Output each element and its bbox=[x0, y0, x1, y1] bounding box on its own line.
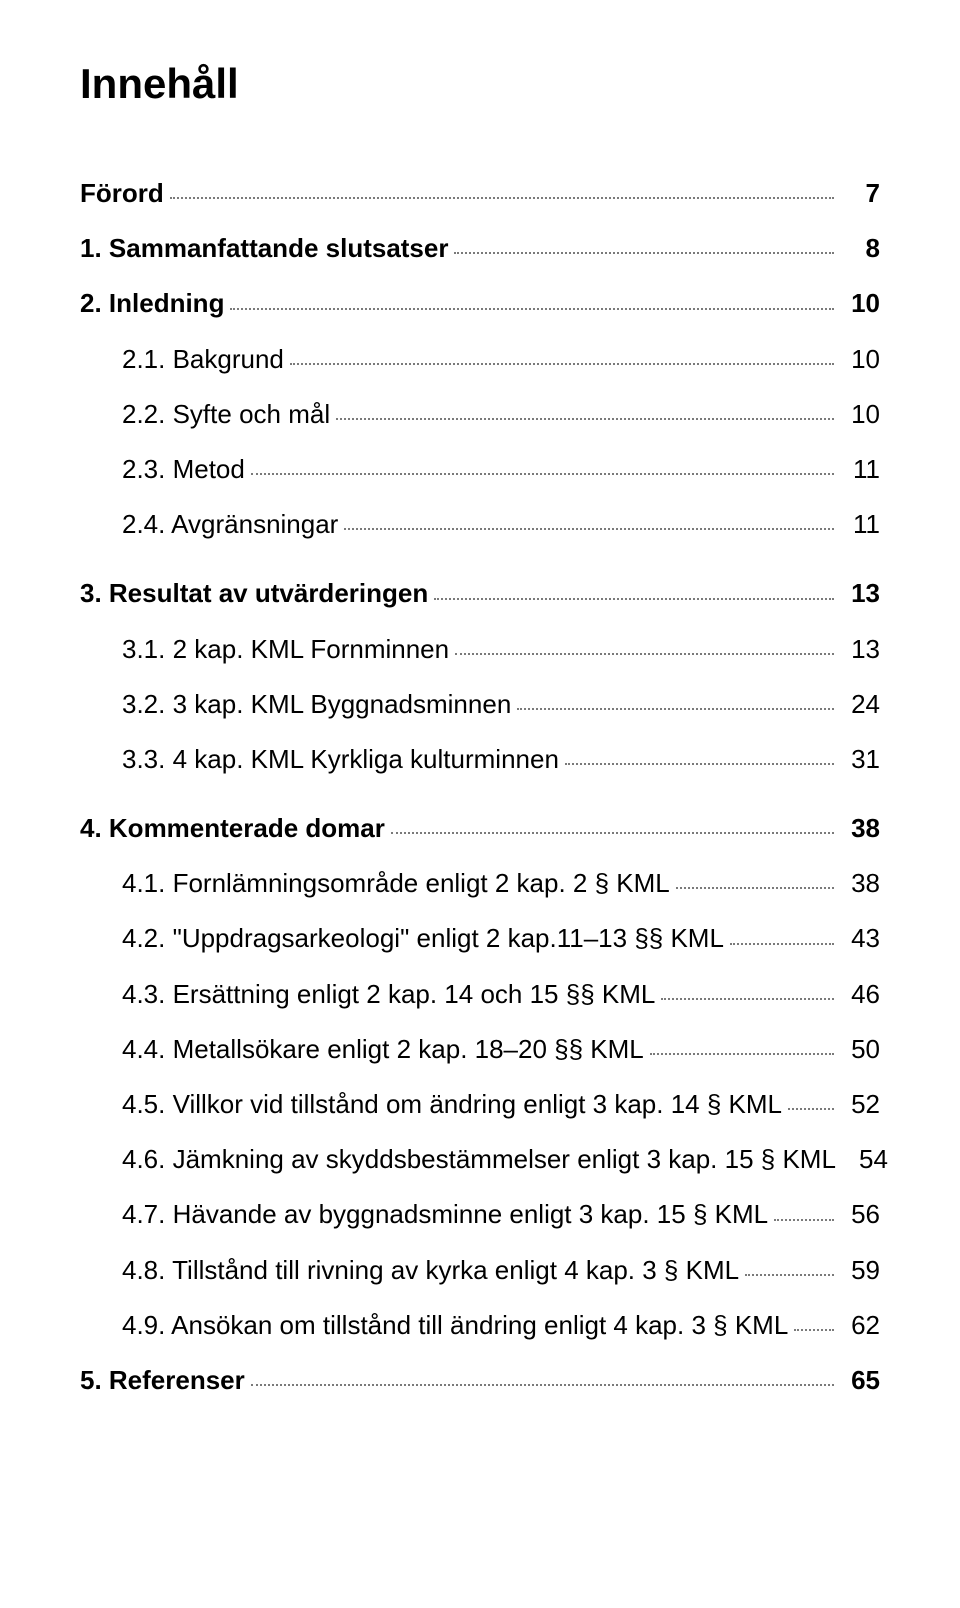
toc-label: 1. Sammanfattande slutsatser bbox=[80, 233, 448, 264]
toc-label: 4. Kommenterade domar bbox=[80, 813, 385, 844]
toc-label: 3.3. 4 kap. KML Kyrkliga kulturminnen bbox=[122, 744, 559, 775]
toc-page-number: 10 bbox=[840, 344, 880, 375]
toc-row: 4.5. Villkor vid tillstånd om ändring en… bbox=[80, 1089, 880, 1120]
toc-page-number: 56 bbox=[840, 1199, 880, 1230]
toc-leader bbox=[251, 1383, 834, 1386]
toc-page-number: 46 bbox=[840, 979, 880, 1010]
toc-leader bbox=[730, 942, 834, 945]
toc-leader bbox=[774, 1218, 834, 1221]
toc-leader bbox=[650, 1052, 834, 1055]
toc-page-number: 31 bbox=[840, 744, 880, 775]
toc-leader bbox=[745, 1273, 834, 1276]
toc-row: 4.6. Jämkning av skyddsbestämmelser enli… bbox=[80, 1144, 880, 1175]
toc-page-number: 38 bbox=[840, 813, 880, 844]
toc-row: 4.9. Ansökan om tillstånd till ändring e… bbox=[80, 1310, 880, 1341]
toc-row: 3. Resultat av utvärderingen 13 bbox=[80, 578, 880, 609]
toc-page-number: 11 bbox=[840, 454, 880, 485]
toc-page-number: 10 bbox=[840, 399, 880, 430]
toc-row: 4.7. Hävande av byggnadsminne enligt 3 k… bbox=[80, 1199, 880, 1230]
toc-label: 3.2. 3 kap. KML Byggnadsminnen bbox=[122, 689, 511, 720]
toc: Förord 7 1. Sammanfattande slutsatser 8 2. I… bbox=[80, 178, 880, 1420]
toc-page-number: 8 bbox=[840, 233, 880, 264]
toc-label: 4.8. Tillstånd till rivning av kyrka enl… bbox=[122, 1255, 739, 1286]
toc-row: 1. Sammanfattande slutsatser 8 bbox=[80, 233, 880, 264]
toc-row: 4. Kommenterade domar 38 bbox=[80, 813, 880, 844]
toc-page-number: 50 bbox=[840, 1034, 880, 1065]
toc-row: 2.2. Syfte och mål 10 bbox=[80, 399, 880, 430]
toc-leader bbox=[170, 196, 834, 199]
toc-label: 3.1. 2 kap. KML Fornminnen bbox=[122, 634, 449, 665]
toc-row: 4.8. Tillstånd till rivning av kyrka enl… bbox=[80, 1255, 880, 1286]
toc-leader bbox=[336, 417, 834, 420]
toc-label: 2.1. Bakgrund bbox=[122, 344, 284, 375]
toc-row: 2. Inledning 10 bbox=[80, 288, 880, 319]
toc-row: 2.1. Bakgrund 10 bbox=[80, 344, 880, 375]
toc-page-number: 13 bbox=[840, 578, 880, 609]
toc-page-number: 38 bbox=[840, 868, 880, 899]
toc-leader bbox=[661, 997, 834, 1000]
toc-page-number: 54 bbox=[848, 1144, 888, 1175]
toc-label: 4.2. "Uppdragsarkeologi" enligt 2 kap.11… bbox=[122, 923, 724, 954]
toc-page-number: 24 bbox=[840, 689, 880, 720]
toc-row: Förord 7 bbox=[80, 178, 880, 209]
toc-label: 4.7. Hävande av byggnadsminne enligt 3 k… bbox=[122, 1199, 768, 1230]
toc-page-number: 59 bbox=[840, 1255, 880, 1286]
toc-page-number: 43 bbox=[840, 923, 880, 954]
toc-label: 3. Resultat av utvärderingen bbox=[80, 578, 428, 609]
toc-row: 3.2. 3 kap. KML Byggnadsminnen 24 bbox=[80, 689, 880, 720]
toc-leader bbox=[290, 362, 834, 365]
toc-row: 5. Referenser 65 bbox=[80, 1365, 880, 1396]
toc-label: 2.2. Syfte och mål bbox=[122, 399, 330, 430]
toc-leader bbox=[788, 1107, 834, 1110]
toc-page-number: 62 bbox=[840, 1310, 880, 1341]
page: Innehåll Förord 7 1. Sammanfattande slutsa… bbox=[0, 0, 960, 1480]
toc-label: 4.6. Jämkning av skyddsbestämmelser enli… bbox=[122, 1144, 836, 1175]
toc-row: 4.1. Fornlämningsområde enligt 2 kap. 2 … bbox=[80, 868, 880, 899]
toc-label: 2. Inledning bbox=[80, 288, 224, 319]
toc-leader bbox=[434, 597, 834, 600]
toc-label: 2.3. Metod bbox=[122, 454, 245, 485]
toc-label: 2.4. Avgränsningar bbox=[122, 509, 338, 540]
toc-label: Förord bbox=[80, 178, 164, 209]
page-title: Innehåll bbox=[80, 60, 880, 108]
toc-leader bbox=[676, 886, 834, 889]
toc-row: 3.1. 2 kap. KML Fornminnen 13 bbox=[80, 634, 880, 665]
toc-leader bbox=[391, 831, 834, 834]
toc-label: 4.1. Fornlämningsområde enligt 2 kap. 2 … bbox=[122, 868, 670, 899]
toc-leader bbox=[230, 307, 834, 310]
toc-page-number: 7 bbox=[840, 178, 880, 209]
toc-page-number: 65 bbox=[840, 1365, 880, 1396]
toc-page-number: 52 bbox=[840, 1089, 880, 1120]
toc-row: 4.2. "Uppdragsarkeologi" enligt 2 kap.11… bbox=[80, 923, 880, 954]
toc-label: 4.4. Metallsökare enligt 2 kap. 18–20 §§… bbox=[122, 1034, 644, 1065]
toc-leader bbox=[454, 251, 834, 254]
toc-leader bbox=[455, 652, 834, 655]
toc-label: 4.3. Ersättning enligt 2 kap. 14 och 15 … bbox=[122, 979, 655, 1010]
toc-page-number: 11 bbox=[840, 509, 880, 540]
toc-leader bbox=[344, 527, 834, 530]
toc-label: 5. Referenser bbox=[80, 1365, 245, 1396]
toc-label: 4.5. Villkor vid tillstånd om ändring en… bbox=[122, 1089, 782, 1120]
toc-page-number: 13 bbox=[840, 634, 880, 665]
toc-leader bbox=[794, 1328, 834, 1331]
toc-label: 4.9. Ansökan om tillstånd till ändring e… bbox=[122, 1310, 788, 1341]
toc-row: 4.3. Ersättning enligt 2 kap. 14 och 15 … bbox=[80, 979, 880, 1010]
toc-row: 2.4. Avgränsningar 11 bbox=[80, 509, 880, 540]
toc-row: 2.3. Metod 11 bbox=[80, 454, 880, 485]
toc-page-number: 10 bbox=[840, 288, 880, 319]
toc-leader bbox=[251, 472, 834, 475]
toc-row: 4.4. Metallsökare enligt 2 kap. 18–20 §§… bbox=[80, 1034, 880, 1065]
toc-row: 3.3. 4 kap. KML Kyrkliga kulturminnen 31 bbox=[80, 744, 880, 775]
toc-leader bbox=[565, 762, 834, 765]
toc-leader bbox=[517, 707, 834, 710]
